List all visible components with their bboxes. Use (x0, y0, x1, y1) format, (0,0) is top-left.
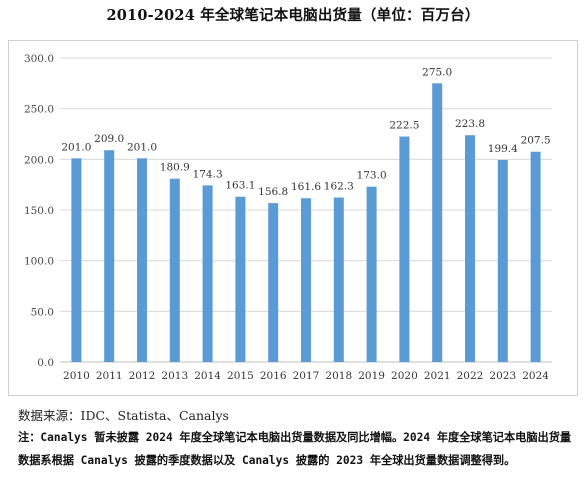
bar (399, 136, 410, 362)
x-tick-label: 2022 (457, 370, 484, 382)
x-tick-label: 2017 (293, 370, 320, 382)
data-label: 163.1 (225, 180, 255, 192)
bar-chart: 0.0 50.0 100.0 150.0 200.0 250.0 300.0 201.0 201… (24, 53, 552, 382)
bar (497, 159, 508, 362)
data-label: 275.0 (422, 66, 452, 78)
bar (71, 158, 82, 362)
bar (366, 186, 377, 362)
x-tick-label: 2018 (325, 370, 352, 382)
data-label: 161.6 (291, 181, 321, 193)
data-label: 209.0 (94, 133, 124, 145)
x-tick-label: 2014 (194, 370, 221, 382)
x-tick-label: 2023 (489, 370, 516, 382)
chart-frame (8, 40, 578, 396)
bar (465, 135, 475, 362)
data-label: 173.0 (357, 170, 387, 182)
data-label: 199.4 (488, 143, 518, 155)
data-label: 162.3 (324, 181, 354, 193)
x-tick-label: 2016 (260, 370, 287, 382)
bar (530, 151, 541, 362)
x-tick-label: 2011 (96, 370, 123, 382)
x-tick-label: 2015 (227, 370, 254, 382)
y-tick-label: 150.0 (24, 205, 54, 217)
x-tick-label: 2010 (63, 370, 90, 382)
chart-note: 注：Canalys 暂未披露 2024 年度全球笔记本电脑出货量数据及同比增幅。… (18, 431, 572, 467)
bar (432, 83, 443, 362)
x-tick-label: 2021 (424, 370, 451, 382)
bar (235, 196, 246, 362)
bar (301, 198, 311, 362)
bar (137, 158, 147, 362)
x-tick-label: 2013 (161, 370, 188, 382)
x-tick-label: 2012 (129, 370, 156, 382)
data-label: 201.0 (61, 141, 91, 153)
data-label: 174.3 (193, 168, 223, 180)
bar (268, 203, 279, 362)
y-tick-label: 50.0 (31, 306, 54, 318)
x-tick-label: 2019 (358, 370, 385, 382)
y-tick-label: 0.0 (37, 357, 54, 369)
data-source: 数据来源：IDC、Statista、Canalys (18, 408, 229, 423)
chart-title: 2010-2024 年全球笔记本电脑出货量（单位：百万台） (106, 7, 480, 24)
data-label: 222.5 (389, 120, 419, 132)
data-label: 223.8 (455, 118, 485, 130)
y-tick-label: 200.0 (24, 154, 54, 166)
bar (104, 150, 115, 362)
data-label: 156.8 (258, 186, 288, 198)
y-tick-label: 250.0 (24, 104, 54, 116)
x-tick-label: 2020 (391, 370, 418, 382)
y-tick-label: 100.0 (24, 256, 54, 268)
data-label: 180.9 (160, 162, 190, 174)
x-tick-label: 2024 (522, 370, 549, 382)
data-label: 207.5 (521, 135, 551, 147)
data-label: 201.0 (127, 141, 157, 153)
bar (202, 185, 213, 362)
y-tick-label: 300.0 (24, 53, 54, 65)
bar (169, 178, 180, 362)
bar (333, 197, 344, 362)
